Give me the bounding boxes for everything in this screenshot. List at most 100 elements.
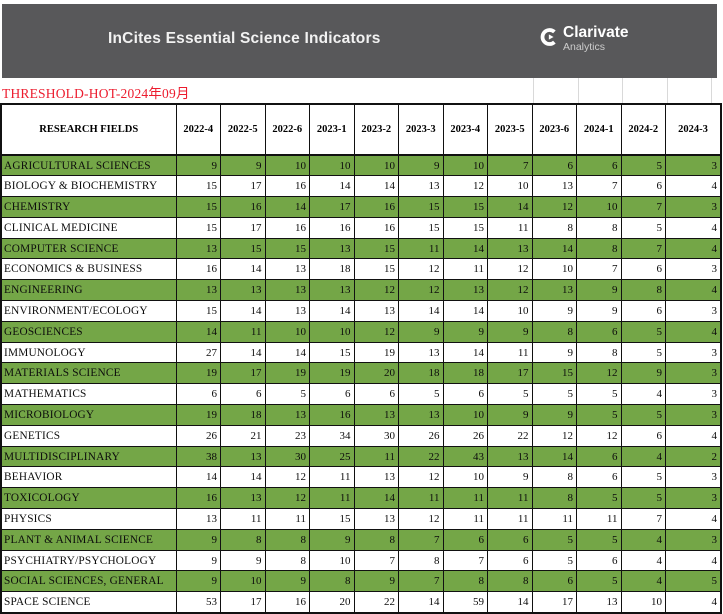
table-row: GENETICS 26 21 23 34 30 26 26 22 12 12 6 4 [0,424,722,447]
value-cell: 9 [487,320,533,343]
value-cell: 14 [442,300,488,322]
value-cell: 11 [398,487,444,510]
value-cell: 10 [576,196,622,218]
spreadsheet-gridline [711,78,712,103]
value-cell: 9 [220,549,266,572]
value-cell: 3 [665,341,722,364]
value-cell: 17 [220,362,266,385]
value-cell: 14 [220,341,266,364]
table-row: GEOSCIENCES 14 11 10 10 12 9 9 9 8 6 5 4 [0,320,722,343]
value-cell: 4 [665,237,722,260]
value-cell: 11 [442,487,488,510]
value-cell: 5 [665,570,722,593]
value-cell: 18 [309,258,355,281]
value-cell: 16 [309,404,355,426]
value-cell: 18 [220,404,266,426]
value-cell: 11 [264,508,310,530]
value-cell: 6 [487,528,533,551]
value-cell: 6 [576,466,622,489]
value-cell: 8 [531,487,577,510]
value-cell: 11 [531,508,577,530]
value-cell: 13 [175,508,221,530]
app-header-bar: InCites Essential Science Indicators Cla… [2,4,717,78]
value-cell: 10 [531,258,577,281]
value-cell: 19 [353,341,399,364]
value-cell: 15 [398,196,444,218]
value-cell: 10 [309,154,355,177]
value-cell: 17 [220,175,266,198]
value-cell: 4 [665,279,722,302]
period-column-header: 2022-6 [264,103,310,156]
value-cell: 16 [175,258,221,281]
value-cell: 6 [531,570,577,593]
table-row: SPACE SCIENCE 53 17 16 20 22 14 59 14 17 13 10 4 [0,591,722,614]
field-cell: ENGINEERING [0,279,177,302]
value-cell: 3 [665,362,722,385]
value-cell: 16 [309,216,355,239]
value-cell: 14 [309,175,355,198]
value-cell: 15 [175,216,221,239]
value-cell: 4 [665,549,722,572]
value-cell: 13 [353,404,399,426]
value-cell: 11 [309,487,355,510]
value-cell: 5 [531,549,577,572]
value-cell: 14 [264,341,310,364]
value-cell: 13 [309,237,355,260]
value-cell: 3 [665,404,722,426]
value-cell: 4 [665,424,722,447]
value-cell: 26 [398,424,444,447]
value-cell: 4 [665,216,722,239]
field-cell: ENVIRONMENT/ECOLOGY [0,300,177,322]
value-cell: 10 [309,320,355,343]
value-cell: 3 [665,300,722,322]
value-cell: 13 [220,279,266,302]
value-cell: 30 [264,445,310,468]
value-cell: 53 [175,591,221,614]
field-cell: AGRICULTURAL SCIENCES [0,154,177,177]
value-cell: 16 [353,216,399,239]
value-cell: 16 [264,216,310,239]
field-cell: CLINICAL MEDICINE [0,216,177,239]
value-cell: 3 [665,528,722,551]
value-cell: 15 [442,196,488,218]
period-column-header: 2023-1 [309,103,355,156]
field-cell: PHYSICS [0,508,177,530]
table-row: PSYCHIATRY/PSYCHOLOGY 9 9 8 10 7 8 7 6 5 6 4 4 [0,549,722,572]
table-row: MICROBIOLOGY 19 18 13 16 13 13 10 9 9 5 5 3 [0,404,722,426]
value-cell: 14 [353,175,399,198]
value-cell: 16 [175,487,221,510]
period-column-header: 2024-1 [576,103,622,156]
value-cell: 19 [264,362,310,385]
value-cell: 6 [175,383,221,406]
threshold-banner: THRESHOLD-HOT-2024年09月 [0,78,723,103]
value-cell: 8 [264,528,310,551]
value-cell: 9 [175,549,221,572]
value-cell: 12 [264,466,310,489]
value-cell: 13 [264,258,310,281]
period-column-header: 2022-5 [220,103,266,156]
value-cell: 10 [487,175,533,198]
value-cell: 14 [442,341,488,364]
value-cell: 10 [620,591,666,614]
value-cell: 6 [531,154,577,177]
value-cell: 7 [620,237,666,260]
value-cell: 4 [665,320,722,343]
value-cell: 10 [442,404,488,426]
value-cell: 13 [576,591,622,614]
value-cell: 4 [620,445,666,468]
table-row: IMMUNOLOGY 27 14 14 15 19 13 14 11 9 8 5 3 [0,341,722,364]
value-cell: 4 [620,549,666,572]
table-row: ENVIRONMENT/ECOLOGY 15 14 13 14 13 14 14 10 9 9 6 3 [0,300,722,322]
value-cell: 15 [353,258,399,281]
value-cell: 15 [309,341,355,364]
value-cell: 2 [665,445,722,468]
period-column-header: 2023-5 [487,103,533,156]
value-cell: 11 [353,445,399,468]
value-cell: 13 [487,237,533,260]
field-cell: CHEMISTRY [0,196,177,218]
value-cell: 8 [620,279,666,302]
value-cell: 14 [220,466,266,489]
value-cell: 4 [620,383,666,406]
value-cell: 5 [620,341,666,364]
value-cell: 6 [576,320,622,343]
